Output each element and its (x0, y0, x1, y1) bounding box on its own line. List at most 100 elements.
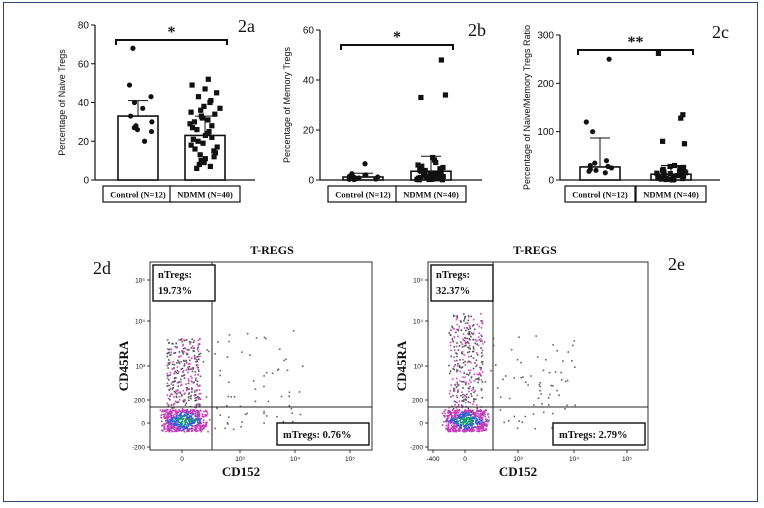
event-dot (167, 367, 169, 369)
event-dot (471, 350, 474, 353)
event-dot (206, 411, 208, 413)
event-dot (188, 418, 190, 421)
event-dot (474, 420, 477, 422)
event-dot (167, 421, 170, 424)
event-dot (198, 415, 201, 418)
event-dot (191, 345, 194, 347)
event-dot (463, 339, 465, 342)
event-dot (456, 355, 458, 358)
event-dot (467, 428, 469, 431)
data-point (351, 176, 357, 183)
event-dot (463, 430, 465, 433)
event-dot (173, 403, 175, 405)
event-dot (446, 427, 449, 430)
event-dot (472, 403, 474, 405)
event-dot (474, 412, 476, 415)
event-dot (462, 411, 464, 414)
event-dot (520, 361, 522, 364)
event-dot (263, 412, 265, 415)
event-dot (168, 384, 170, 387)
event-dot (462, 414, 465, 417)
event-dot (186, 409, 188, 411)
event-dot (167, 339, 169, 341)
event-dot (179, 427, 182, 429)
event-dot (468, 426, 471, 429)
event-dot (195, 404, 198, 407)
event-dot (196, 413, 199, 416)
data-point (437, 166, 443, 172)
event-dot (471, 427, 474, 430)
event-dot (172, 386, 174, 389)
data-point (587, 162, 593, 169)
event-dot (472, 420, 474, 422)
event-dot (454, 364, 457, 366)
event-dot (464, 316, 466, 319)
event-dot (469, 411, 472, 414)
event-dot (456, 365, 459, 367)
event-dot (198, 393, 200, 395)
event-dot (453, 421, 455, 424)
event-dot (182, 353, 185, 355)
event-dot (175, 415, 178, 417)
event-dot (468, 390, 470, 393)
event-dot (453, 430, 456, 432)
event-dot (169, 373, 172, 376)
event-dot (461, 418, 464, 420)
event-dot (469, 401, 472, 404)
event-dot (175, 412, 178, 415)
data-point (200, 140, 206, 146)
event-dot (468, 350, 471, 353)
event-dot (191, 370, 194, 373)
data-point (435, 176, 442, 182)
event-dot (168, 430, 171, 433)
event-dot (481, 319, 483, 322)
event-dot (199, 429, 202, 431)
bar-chart-2b: 0 20 40 60 Percentage of Memory Tregs 2b * Cont… (282, 20, 486, 203)
event-dot (169, 361, 172, 364)
event-dot (458, 430, 460, 432)
data-point (426, 176, 432, 183)
data-point (658, 176, 664, 182)
event-dot (455, 377, 458, 380)
event-dot (467, 360, 470, 363)
event-dot (163, 426, 166, 429)
event-dot (485, 423, 488, 426)
y-tick-label: 0 (83, 176, 89, 187)
event-dot (464, 398, 467, 400)
event-dot (183, 414, 186, 417)
event-dot (455, 429, 458, 432)
data-point (189, 82, 195, 88)
data-point (140, 105, 146, 111)
event-dot (174, 411, 177, 413)
event-dot (181, 426, 183, 429)
event-dot (480, 368, 482, 371)
event-dot (454, 413, 457, 416)
event-dot (463, 421, 466, 423)
event-dot (192, 349, 195, 352)
event-dot (167, 362, 170, 364)
event-dot (170, 410, 173, 412)
event-dot (180, 417, 182, 420)
event-dot (476, 378, 479, 380)
event-dot (466, 322, 469, 324)
event-dot (182, 371, 184, 373)
data-point (427, 171, 434, 178)
event-dot (196, 415, 199, 418)
event-dot (464, 421, 467, 423)
event-dot (480, 423, 482, 426)
event-dot (205, 396, 208, 398)
event-dot (164, 409, 167, 412)
event-dot (193, 418, 196, 421)
event-dot (188, 415, 191, 417)
data-point (669, 177, 675, 183)
event-dot (173, 420, 175, 423)
event-dot (165, 416, 168, 419)
event-dot (183, 429, 185, 431)
event-dot (449, 372, 451, 375)
event-dot (475, 422, 478, 425)
event-dot (172, 381, 175, 383)
event-dot (179, 422, 182, 425)
event-dot (219, 414, 222, 416)
event-dot (170, 383, 173, 385)
event-dot (552, 343, 554, 346)
